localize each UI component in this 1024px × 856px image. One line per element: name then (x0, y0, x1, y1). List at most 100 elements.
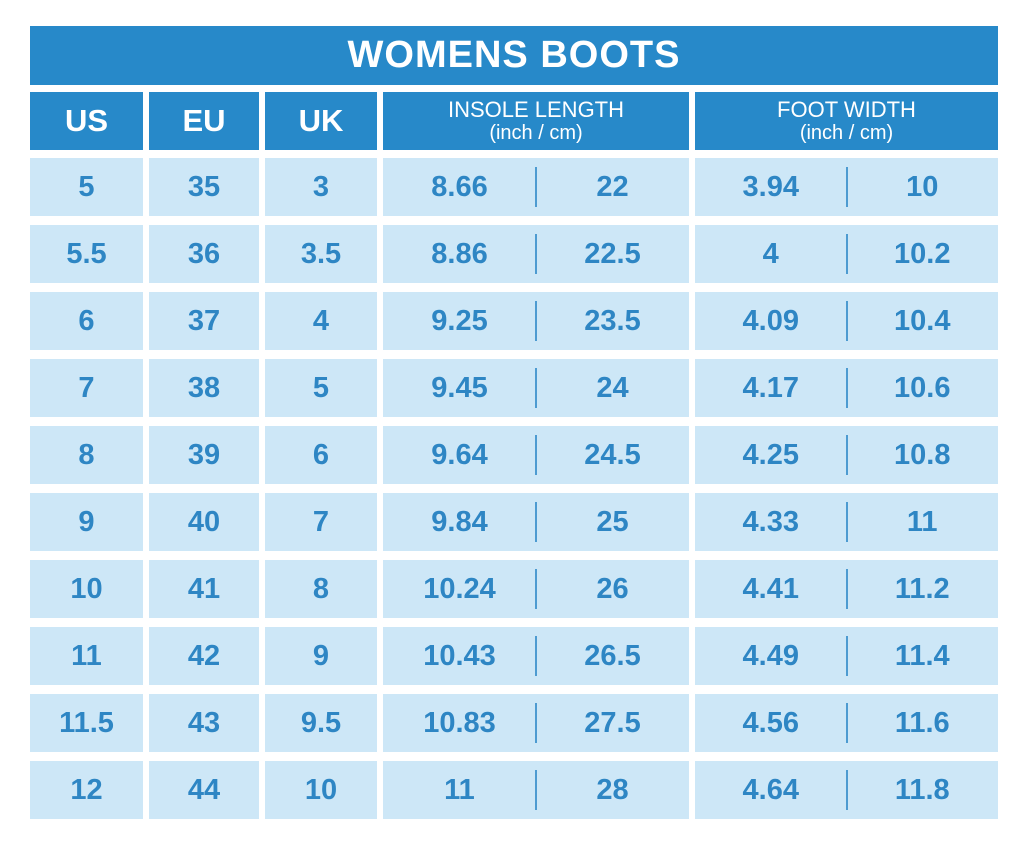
width-inch-value: 4.09 (742, 304, 799, 337)
insole-length-cell: 10.43 26.5 (383, 627, 689, 685)
uk-size-cell: 5 (265, 359, 377, 417)
insole-length-cell: 11 28 (383, 761, 689, 819)
cell-divider (535, 569, 537, 609)
column-header-foot-width: FOOT WIDTH (inch / cm) (695, 92, 998, 150)
insole-length-cell: 9.45 24 (383, 359, 689, 417)
table-row: 5 35 3 8.66 22 3.94 10 (30, 158, 998, 216)
width-cm-value: 11 (906, 505, 938, 538)
table-row: 10 41 8 10.24 26 4.41 11.2 (30, 560, 998, 618)
eu-size-cell: 39 (149, 426, 259, 484)
width-inch-value: 4.25 (742, 438, 799, 471)
insole-inch-value: 10.24 (423, 572, 496, 605)
insole-inch-value: 8.66 (431, 170, 488, 203)
foot-width-cell: 4.33 11 (695, 493, 998, 551)
cell-divider (845, 167, 848, 207)
insole-inch-value: 10.43 (423, 639, 496, 672)
uk-size-cell: 9 (265, 627, 377, 685)
us-size-cell: 5 (30, 158, 143, 216)
column-header-eu: EU (149, 92, 259, 150)
insole-inch-value: 9.45 (431, 371, 488, 404)
column-header-units: (inch / cm) (799, 122, 894, 144)
insole-inch-value: 11 (444, 773, 475, 806)
cell-divider (845, 502, 848, 542)
uk-size-cell: 6 (265, 426, 377, 484)
uk-size-cell: 10 (265, 761, 377, 819)
insole-length-cell: 10.24 26 (383, 560, 689, 618)
us-size-cell: 11 (30, 627, 143, 685)
table-header: US EU UK INSOLE LENGTH (inch / cm) FOOT … (30, 92, 998, 150)
uk-size-cell: 3 (265, 158, 377, 216)
eu-size-cell: 38 (149, 359, 259, 417)
foot-width-cell: 3.94 10 (695, 158, 998, 216)
us-size-cell: 12 (30, 761, 143, 819)
insole-inch-value: 9.64 (431, 438, 488, 471)
insole-inch-value: 9.25 (431, 304, 488, 337)
us-size-cell: 9 (30, 493, 143, 551)
uk-size-cell: 8 (265, 560, 377, 618)
insole-cm-value: 24 (596, 371, 629, 404)
insole-length-cell: 9.64 24.5 (383, 426, 689, 484)
cell-divider (535, 301, 537, 341)
us-size-cell: 5.5 (30, 225, 143, 283)
insole-length-cell: 10.83 27.5 (383, 694, 689, 752)
column-header-label: UK (298, 103, 344, 138)
table-row: 6 37 4 9.25 23.5 4.09 10.4 (30, 292, 998, 350)
column-header-uk: UK (265, 92, 377, 150)
cell-divider (845, 770, 848, 810)
width-inch-value: 4.33 (742, 505, 799, 538)
us-size-cell: 8 (30, 426, 143, 484)
foot-width-cell: 4.09 10.4 (695, 292, 998, 350)
insole-length-cell: 9.84 25 (383, 493, 689, 551)
width-cm-value: 10.4 (894, 304, 951, 337)
chart-title: WOMENS BOOTS (30, 26, 998, 85)
column-header-label: EU (182, 103, 226, 138)
column-header-us: US (30, 92, 143, 150)
eu-size-cell: 37 (149, 292, 259, 350)
us-size-cell: 7 (30, 359, 143, 417)
table-row: 9 40 7 9.84 25 4.33 11 (30, 493, 998, 551)
uk-size-cell: 7 (265, 493, 377, 551)
column-header-label: FOOT WIDTH (777, 97, 916, 122)
cell-divider (535, 770, 537, 810)
width-cm-value: 10.6 (894, 371, 951, 404)
cell-divider (535, 636, 537, 676)
table-row: 11 42 9 10.43 26.5 4.49 11.4 (30, 627, 998, 685)
eu-size-cell: 44 (149, 761, 259, 819)
foot-width-cell: 4.41 11.2 (695, 560, 998, 618)
table-row: 5.5 36 3.5 8.86 22.5 4 10.2 (30, 225, 998, 283)
eu-size-cell: 43 (149, 694, 259, 752)
insole-cm-value: 28 (596, 773, 629, 806)
insole-length-cell: 8.66 22 (383, 158, 689, 216)
eu-size-cell: 35 (149, 158, 259, 216)
size-chart: WOMENS BOOTS US EU UK INSOLE LENGTH (inc… (30, 26, 998, 828)
insole-cm-value: 26 (596, 572, 629, 605)
cell-divider (845, 569, 848, 609)
width-cm-value: 10 (906, 170, 939, 203)
insole-cm-value: 25 (596, 505, 629, 538)
cell-divider (845, 636, 848, 676)
width-cm-value: 11.4 (894, 639, 950, 672)
insole-inch-value: 9.84 (431, 505, 488, 538)
width-cm-value: 11.6 (894, 706, 950, 739)
eu-size-cell: 41 (149, 560, 259, 618)
width-inch-value: 4.56 (742, 706, 799, 739)
width-inch-value: 4.49 (742, 639, 799, 672)
foot-width-cell: 4.49 11.4 (695, 627, 998, 685)
cell-divider (845, 301, 848, 341)
us-size-cell: 11.5 (30, 694, 143, 752)
insole-inch-value: 8.86 (431, 237, 488, 270)
foot-width-cell: 4 10.2 (695, 225, 998, 283)
cell-divider (845, 368, 848, 408)
foot-width-cell: 4.25 10.8 (695, 426, 998, 484)
eu-size-cell: 36 (149, 225, 259, 283)
insole-cm-value: 26.5 (584, 639, 641, 672)
cell-divider (845, 703, 848, 743)
width-inch-value: 3.94 (742, 170, 799, 203)
uk-size-cell: 3.5 (265, 225, 377, 283)
width-inch-value: 4.64 (742, 773, 799, 806)
foot-width-cell: 4.56 11.6 (695, 694, 998, 752)
cell-divider (535, 703, 537, 743)
insole-cm-value: 24.5 (584, 438, 641, 471)
width-cm-value: 10.8 (894, 438, 951, 471)
insole-cm-value: 22 (596, 170, 629, 203)
